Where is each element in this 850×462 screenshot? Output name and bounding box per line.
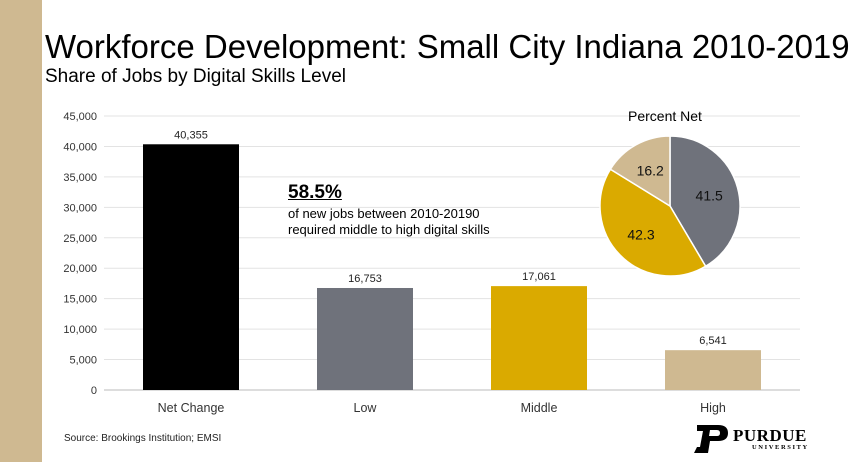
page-subtitle: Share of Jobs by Digital Skills Level [45,66,346,87]
data-label-high: 6,541 [699,335,727,347]
y-tick-label: 0 [91,385,97,397]
y-tick-label: 30,000 [63,202,97,214]
pie-label-high: 16.2 [637,163,664,179]
pie-label-middle: 42.3 [627,226,654,242]
callout-value: 58.5% [288,182,342,203]
pie-slice-middle [599,168,707,277]
pie-slice-low [669,135,741,268]
purdue-logo: PURDUE UNIVERSITY [694,425,814,453]
y-tick-label: 45,000 [63,111,97,123]
pie-label-low: 41.5 [696,187,723,203]
callout-text: of new jobs between 2010-20190 required … [288,206,490,237]
y-tick-label: 35,000 [63,172,97,184]
y-tick-label: 15,000 [63,294,97,306]
y-tick-label: 20,000 [63,263,97,275]
y-tick-label: 10,000 [63,324,97,336]
pie-slice-high [609,135,671,208]
x-tick-label-high: High [700,401,726,415]
side-accent-strip [0,0,42,462]
x-tick-label-net-change: Net Change [158,401,225,415]
pie-title: Percent Net [628,108,702,124]
data-label-net-change: 40,355 [174,129,208,141]
y-tick-label: 40,000 [63,141,97,153]
data-label-middle: 17,061 [522,271,556,283]
x-tick-label-low: Low [354,401,378,415]
logo-wordmark: PURDUE [733,426,807,445]
y-tick-label: 25,000 [63,233,97,245]
purdue-p-logo-icon [694,425,728,453]
x-tick-label-middle: Middle [521,401,558,415]
bar-net-change [143,144,239,390]
bar-middle [491,286,587,390]
y-tick-label: 5,000 [69,355,97,367]
page-title: Workforce Development: Small City Indian… [45,28,850,65]
logo-subtext: UNIVERSITY [752,444,809,451]
source-note: Source: Brookings Institution; EMSI [64,433,222,444]
bar-high [665,350,761,390]
bar-low [317,287,413,390]
data-label-low: 16,753 [348,273,382,285]
